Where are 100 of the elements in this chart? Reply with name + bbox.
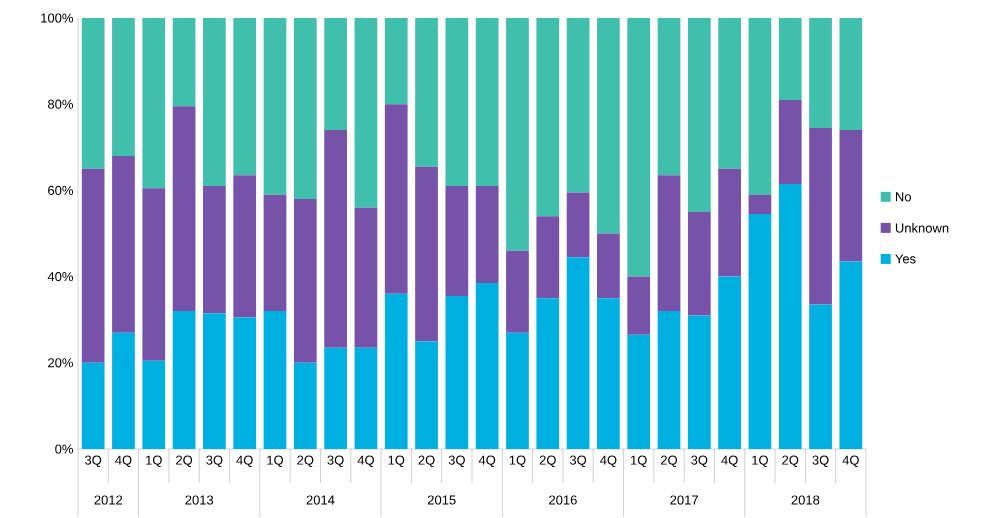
bar xyxy=(839,18,863,131)
y-tick-label: 100% xyxy=(41,13,73,23)
bar xyxy=(778,183,802,449)
bar xyxy=(203,18,226,187)
bar xyxy=(536,216,560,299)
bar xyxy=(778,99,802,184)
x-tick-label: 1Q xyxy=(146,455,162,468)
x-tick-label: 1Q xyxy=(752,455,768,468)
bar xyxy=(657,311,681,449)
bar xyxy=(263,311,287,449)
x-tick-label: 2Q xyxy=(297,455,314,468)
bar xyxy=(718,18,741,169)
x-tick-label: 3Q xyxy=(448,455,465,468)
text: 2015 xyxy=(427,495,456,505)
bar xyxy=(809,304,832,449)
legend-label: Yes xyxy=(895,254,916,264)
x-tick-label: 1Q xyxy=(267,455,284,468)
bar xyxy=(263,18,287,195)
bar xyxy=(718,276,741,449)
bar xyxy=(627,18,651,277)
bar xyxy=(384,293,408,449)
bar xyxy=(657,18,681,176)
bar xyxy=(718,168,741,277)
bar xyxy=(172,18,196,107)
bar xyxy=(506,18,529,251)
bar xyxy=(415,18,438,167)
bar xyxy=(839,130,863,262)
x-tick-label: 2Q xyxy=(782,455,799,468)
bar xyxy=(597,233,620,299)
text: 2016 xyxy=(549,495,577,505)
bar xyxy=(839,261,863,449)
bar xyxy=(687,211,711,316)
bar xyxy=(748,18,772,195)
bar xyxy=(172,311,196,449)
bar xyxy=(112,332,135,449)
x-tick-label: 3Q xyxy=(327,455,344,468)
text: 2018 xyxy=(791,495,820,505)
y-tick-label: 80% xyxy=(48,99,73,109)
bar xyxy=(354,347,378,449)
x-tick-label: 3Q xyxy=(691,455,708,468)
bar xyxy=(566,18,590,193)
bar xyxy=(748,214,772,449)
bar xyxy=(566,192,590,258)
legend-label: Unknown xyxy=(895,223,949,233)
bar xyxy=(475,283,499,449)
bar xyxy=(627,334,651,449)
bar xyxy=(809,127,832,305)
x-tick-label: 2Q xyxy=(418,455,435,468)
bar xyxy=(81,168,105,363)
bar xyxy=(324,130,347,348)
x-tick-label: 4Q xyxy=(357,455,374,468)
bar xyxy=(597,18,620,234)
y-tick-label: 40% xyxy=(47,271,73,282)
bar xyxy=(566,257,590,449)
bar xyxy=(112,18,135,156)
bar xyxy=(475,18,499,187)
bar xyxy=(142,18,166,189)
bar xyxy=(687,18,711,212)
bar xyxy=(81,18,105,169)
bar xyxy=(445,186,469,296)
bar xyxy=(142,188,166,361)
bar xyxy=(203,186,226,314)
legend-label: No xyxy=(895,192,911,202)
bar xyxy=(778,18,802,100)
bar xyxy=(172,106,196,312)
bar xyxy=(354,18,378,208)
bar xyxy=(293,18,317,200)
bar xyxy=(415,166,438,342)
x-tick-label: 4Q xyxy=(115,455,132,468)
bar xyxy=(809,18,832,128)
bar xyxy=(687,315,711,449)
bar xyxy=(475,186,499,284)
bar xyxy=(81,362,105,449)
x-tick-label: 4Q xyxy=(842,455,859,468)
text: 2013 xyxy=(185,495,214,505)
bar xyxy=(445,295,469,449)
bar xyxy=(657,175,681,312)
y-tick-label: 60% xyxy=(48,185,73,195)
x-tick-label: 2Q xyxy=(539,455,556,468)
bar xyxy=(536,18,560,217)
bar xyxy=(506,250,529,333)
bar xyxy=(233,18,257,176)
text: 2012 xyxy=(94,495,123,505)
bar xyxy=(324,18,347,131)
text: 2014 xyxy=(306,495,335,505)
x-tick-label: 1Q xyxy=(388,455,405,468)
bar xyxy=(536,298,560,449)
x-tick-label: 3Q xyxy=(206,455,223,468)
bar xyxy=(293,199,317,363)
bar xyxy=(203,313,226,449)
bar xyxy=(324,347,347,449)
bar xyxy=(354,207,378,348)
bar xyxy=(112,155,135,333)
bar xyxy=(233,317,257,449)
bar xyxy=(233,175,257,318)
bar xyxy=(627,276,651,335)
x-tick-label: 3Q xyxy=(569,455,587,468)
x-tick-label: 4Q xyxy=(721,455,738,468)
bar xyxy=(445,18,469,187)
bar xyxy=(748,194,772,215)
